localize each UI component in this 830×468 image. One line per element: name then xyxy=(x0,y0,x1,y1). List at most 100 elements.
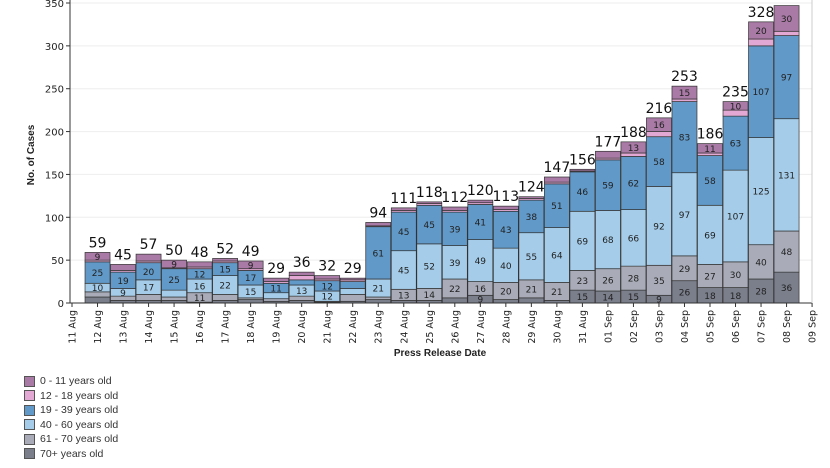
bar-segment xyxy=(620,156,647,210)
bar-segment xyxy=(595,210,621,270)
segment-label: 9 xyxy=(171,261,177,271)
segment-label: 83 xyxy=(679,134,690,144)
bar-segment xyxy=(441,297,468,304)
bar-segment xyxy=(697,143,723,154)
bar-segment xyxy=(314,275,341,280)
segment-label: 131 xyxy=(778,171,795,181)
bar-segment xyxy=(212,294,238,301)
total-label: 50 xyxy=(165,243,183,259)
y-tick-label: 200 xyxy=(45,128,64,139)
segment-label: 49 xyxy=(475,257,487,267)
total-label: 45 xyxy=(114,247,132,263)
bar-segment xyxy=(748,278,774,304)
total-label: 113 xyxy=(492,189,519,205)
bar-segment xyxy=(365,222,392,227)
segment-label: 11 xyxy=(270,285,281,295)
segment-label: 22 xyxy=(219,282,230,292)
bar-segment xyxy=(518,196,545,199)
segment-label: 39 xyxy=(449,259,461,269)
y-tick-label: 300 xyxy=(45,42,64,53)
x-tick-label: 16 Aug xyxy=(195,310,206,344)
bar-segment xyxy=(722,261,749,288)
segment-label: 16 xyxy=(475,285,487,295)
bar-segment xyxy=(595,159,621,211)
bar-segment xyxy=(748,45,774,138)
segment-label: 19 xyxy=(117,277,129,287)
bar-segment xyxy=(212,258,238,262)
bar-segment xyxy=(569,171,596,212)
total-label: 253 xyxy=(671,69,698,85)
segment-label: 17 xyxy=(245,274,256,284)
x-tick-label: 06 Sep xyxy=(731,310,742,343)
y-axis-label: No. of Cases xyxy=(26,124,37,185)
bar-segment xyxy=(671,172,698,257)
bar-segment xyxy=(646,131,672,138)
segment-label: 23 xyxy=(577,277,588,287)
bar-segment xyxy=(773,5,800,32)
y-tick-label: 50 xyxy=(51,256,64,267)
legend-label: 70+ years old xyxy=(40,447,104,460)
x-axis-label: Press Release Date xyxy=(394,348,487,359)
bar-segment xyxy=(263,277,290,282)
bar-segment xyxy=(569,168,596,172)
bar-segment xyxy=(135,294,162,301)
segment-label: 40 xyxy=(500,262,512,272)
total-label: 29 xyxy=(267,261,285,277)
x-tick-label: 01 Sep xyxy=(603,310,614,343)
bar-segment xyxy=(263,298,290,302)
segment-label: 14 xyxy=(424,291,436,301)
bar-segment xyxy=(288,279,315,286)
segment-label: 45 xyxy=(424,221,435,231)
x-tick-label: 03 Sep xyxy=(654,310,665,343)
segment-label: 18 xyxy=(730,292,742,302)
total-label: 32 xyxy=(318,259,336,275)
segment-label: 21 xyxy=(551,288,562,298)
segment-label: 107 xyxy=(752,88,769,98)
segment-label: 14 xyxy=(602,294,614,304)
segment-label: 38 xyxy=(526,213,538,223)
segment-label: 25 xyxy=(168,276,179,286)
legend-swatch xyxy=(24,375,35,387)
x-tick-label: 22 Aug xyxy=(348,310,359,344)
y-tick-label: 150 xyxy=(45,170,64,181)
x-tick-label: 07 Sep xyxy=(757,310,768,343)
segment-label: 12 xyxy=(321,282,332,292)
segment-label: 12 xyxy=(321,293,332,303)
x-tick-label: 04 Sep xyxy=(680,310,691,343)
bar-segment xyxy=(339,277,366,281)
x-tick-label: 11 Aug xyxy=(68,310,79,344)
x-tick-label: 26 Aug xyxy=(450,310,461,344)
total-label: 186 xyxy=(697,127,724,143)
bar-segment xyxy=(748,244,774,280)
segment-label: 11 xyxy=(704,145,715,155)
segment-label: 35 xyxy=(653,277,664,287)
bar-segment xyxy=(620,141,647,154)
segment-label: 27 xyxy=(704,273,715,283)
legend-label: 61 - 70 years old xyxy=(40,433,119,446)
total-label: 59 xyxy=(89,235,107,251)
bar-segment xyxy=(518,297,545,304)
segment-label: 9 xyxy=(656,296,662,306)
bar-segment xyxy=(390,207,417,211)
bar-segment xyxy=(84,252,111,261)
segment-label: 12 xyxy=(194,270,205,280)
bar-segment xyxy=(671,101,698,174)
bar-segment xyxy=(110,264,136,271)
segment-label: 51 xyxy=(551,202,562,212)
segment-label: 9 xyxy=(95,253,101,263)
x-tick-label: 19 Aug xyxy=(272,310,283,344)
bar-segment xyxy=(646,136,672,187)
bars: 10 25 9 59 9 19 45 17 20 57 25 9 50 11 16 12 48 22 15 52 15 1… xyxy=(84,5,800,306)
segment-label: 59 xyxy=(602,182,614,192)
bar-segment xyxy=(135,253,162,262)
segment-label: 20 xyxy=(143,268,155,278)
total-label: 147 xyxy=(544,160,571,176)
total-label: 235 xyxy=(722,85,749,101)
bar-segment xyxy=(390,211,417,252)
bar-segment xyxy=(467,199,494,204)
bar-segment xyxy=(620,265,647,291)
segment-label: 18 xyxy=(704,292,716,302)
total-label: 52 xyxy=(216,241,234,257)
segment-label: 45 xyxy=(398,267,409,277)
x-tick-label: 05 Sep xyxy=(706,310,717,343)
